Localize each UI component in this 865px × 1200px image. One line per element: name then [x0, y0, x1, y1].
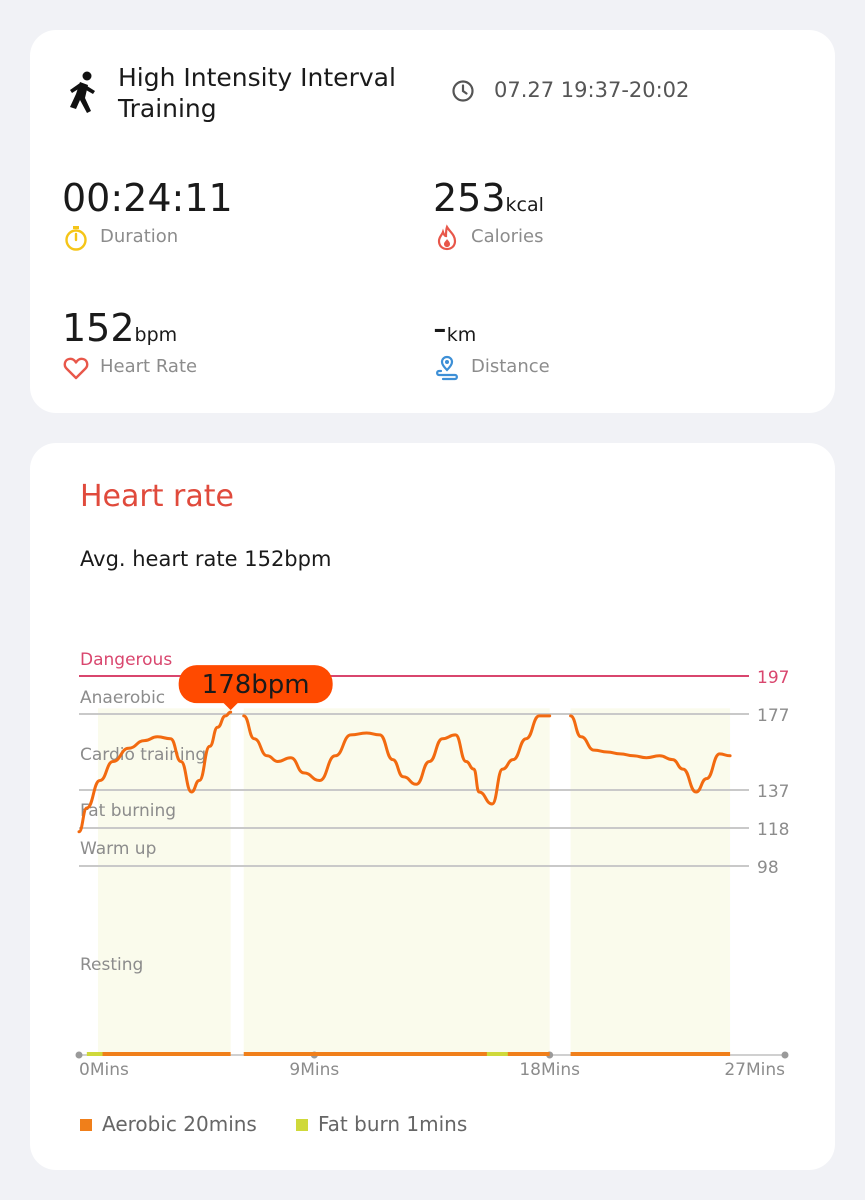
workout-time-range: 07.27 19:37-20:02	[494, 78, 690, 102]
legend-aerobic-label: Aerobic 20mins	[102, 1112, 257, 1136]
distance-value: -	[433, 306, 447, 350]
zone-label-dangerous: Dangerous	[80, 650, 172, 670]
zone-label-anaerobic: Anaerobic	[80, 688, 165, 708]
x-axis-tick-label: 0Mins	[79, 1060, 129, 1080]
heart-rate-line-segment	[77, 710, 233, 834]
heart-rate-line-segment	[242, 714, 552, 806]
distance-metric: -km Distance	[433, 306, 550, 381]
duration-label: Duration	[100, 226, 179, 247]
legend-aerobic-swatch	[80, 1119, 92, 1131]
route-icon	[436, 355, 458, 381]
zone-threshold-dangerous: 197	[757, 668, 789, 688]
distance-unit: km	[446, 324, 477, 346]
flame-icon	[437, 224, 457, 251]
zone-label-cardio-training: Cardio training	[80, 745, 206, 765]
heart-rate-label: Heart Rate	[100, 356, 198, 377]
peak-heart-rate-label: 178bpm	[202, 670, 310, 700]
x-axis-tick-label: 18Mins	[519, 1060, 580, 1080]
heart-rate-card: Heart rate Avg. heart rate 152bpm 197 Dan…	[30, 443, 835, 1170]
heart-rate-chart[interactable]: 197 Dangerous 177 Anaerobic 137 Cardio traini…	[30, 443, 835, 1103]
zone-label-warm-up: Warm up	[80, 839, 156, 859]
clock-icon	[452, 80, 474, 102]
zone-shade-band	[98, 708, 231, 1055]
peak-bubble-pointer	[222, 702, 239, 711]
calories-label: Calories	[471, 226, 544, 247]
distance-label: Distance	[471, 356, 550, 377]
x-axis-tick-label: 27Mins	[724, 1060, 785, 1080]
average-heart-rate: Avg. heart rate 152bpm	[80, 547, 332, 571]
x-axis-tick-dot	[781, 1051, 789, 1059]
fat-burn-zone-bar	[486, 1052, 508, 1056]
stopwatch-icon	[65, 226, 87, 251]
heart-rate-line-segment	[569, 714, 732, 794]
duration-value: 00:24:11	[62, 176, 233, 220]
zone-threshold-fat-burning: 118	[757, 820, 789, 840]
zone-threshold-anaerobic: 177	[757, 706, 789, 726]
x-axis-tick-label: 9Mins	[289, 1060, 339, 1080]
aerobic-zone-bar	[243, 1052, 550, 1056]
aerobic-zone-bar	[98, 1052, 231, 1056]
workout-type-title: High Intensity Interval Training	[118, 63, 396, 123]
zone-threshold-cardio-training: 137	[757, 782, 789, 802]
x-axis-tick-dot	[75, 1051, 83, 1059]
zone-label-fat-burning: Fat burning	[80, 801, 176, 821]
heart-rate-section-title: Heart rate	[80, 479, 234, 514]
calories-unit: kcal	[505, 194, 544, 216]
peak-heart-rate-bubble	[178, 665, 333, 704]
heart-rate-metric: 152bpm Heart Rate	[62, 306, 197, 380]
heart-rate-unit: bpm	[134, 324, 178, 346]
legend-fat-burn-swatch	[296, 1119, 308, 1131]
zone-shade-band	[570, 708, 731, 1055]
calories-metric: 253kcal Calories	[433, 176, 544, 251]
duration-metric: 00:24:11 Duration	[62, 176, 233, 251]
heart-icon	[63, 357, 89, 380]
zone-threshold-warm-up: 98	[757, 858, 779, 878]
aerobic-zone-bar	[570, 1052, 731, 1056]
fat-burn-zone-bar	[86, 1052, 103, 1056]
zone-shade-band	[243, 708, 550, 1055]
legend-fat-burn-label: Fat burn 1mins	[318, 1112, 468, 1136]
heart-rate-value: 152	[62, 306, 135, 350]
workout-summary-card: High Intensity Interval Training 07.27 1…	[30, 30, 835, 413]
zone-label-resting: Resting	[80, 955, 143, 975]
running-person-icon	[70, 71, 95, 113]
calories-value: 253	[433, 176, 506, 220]
